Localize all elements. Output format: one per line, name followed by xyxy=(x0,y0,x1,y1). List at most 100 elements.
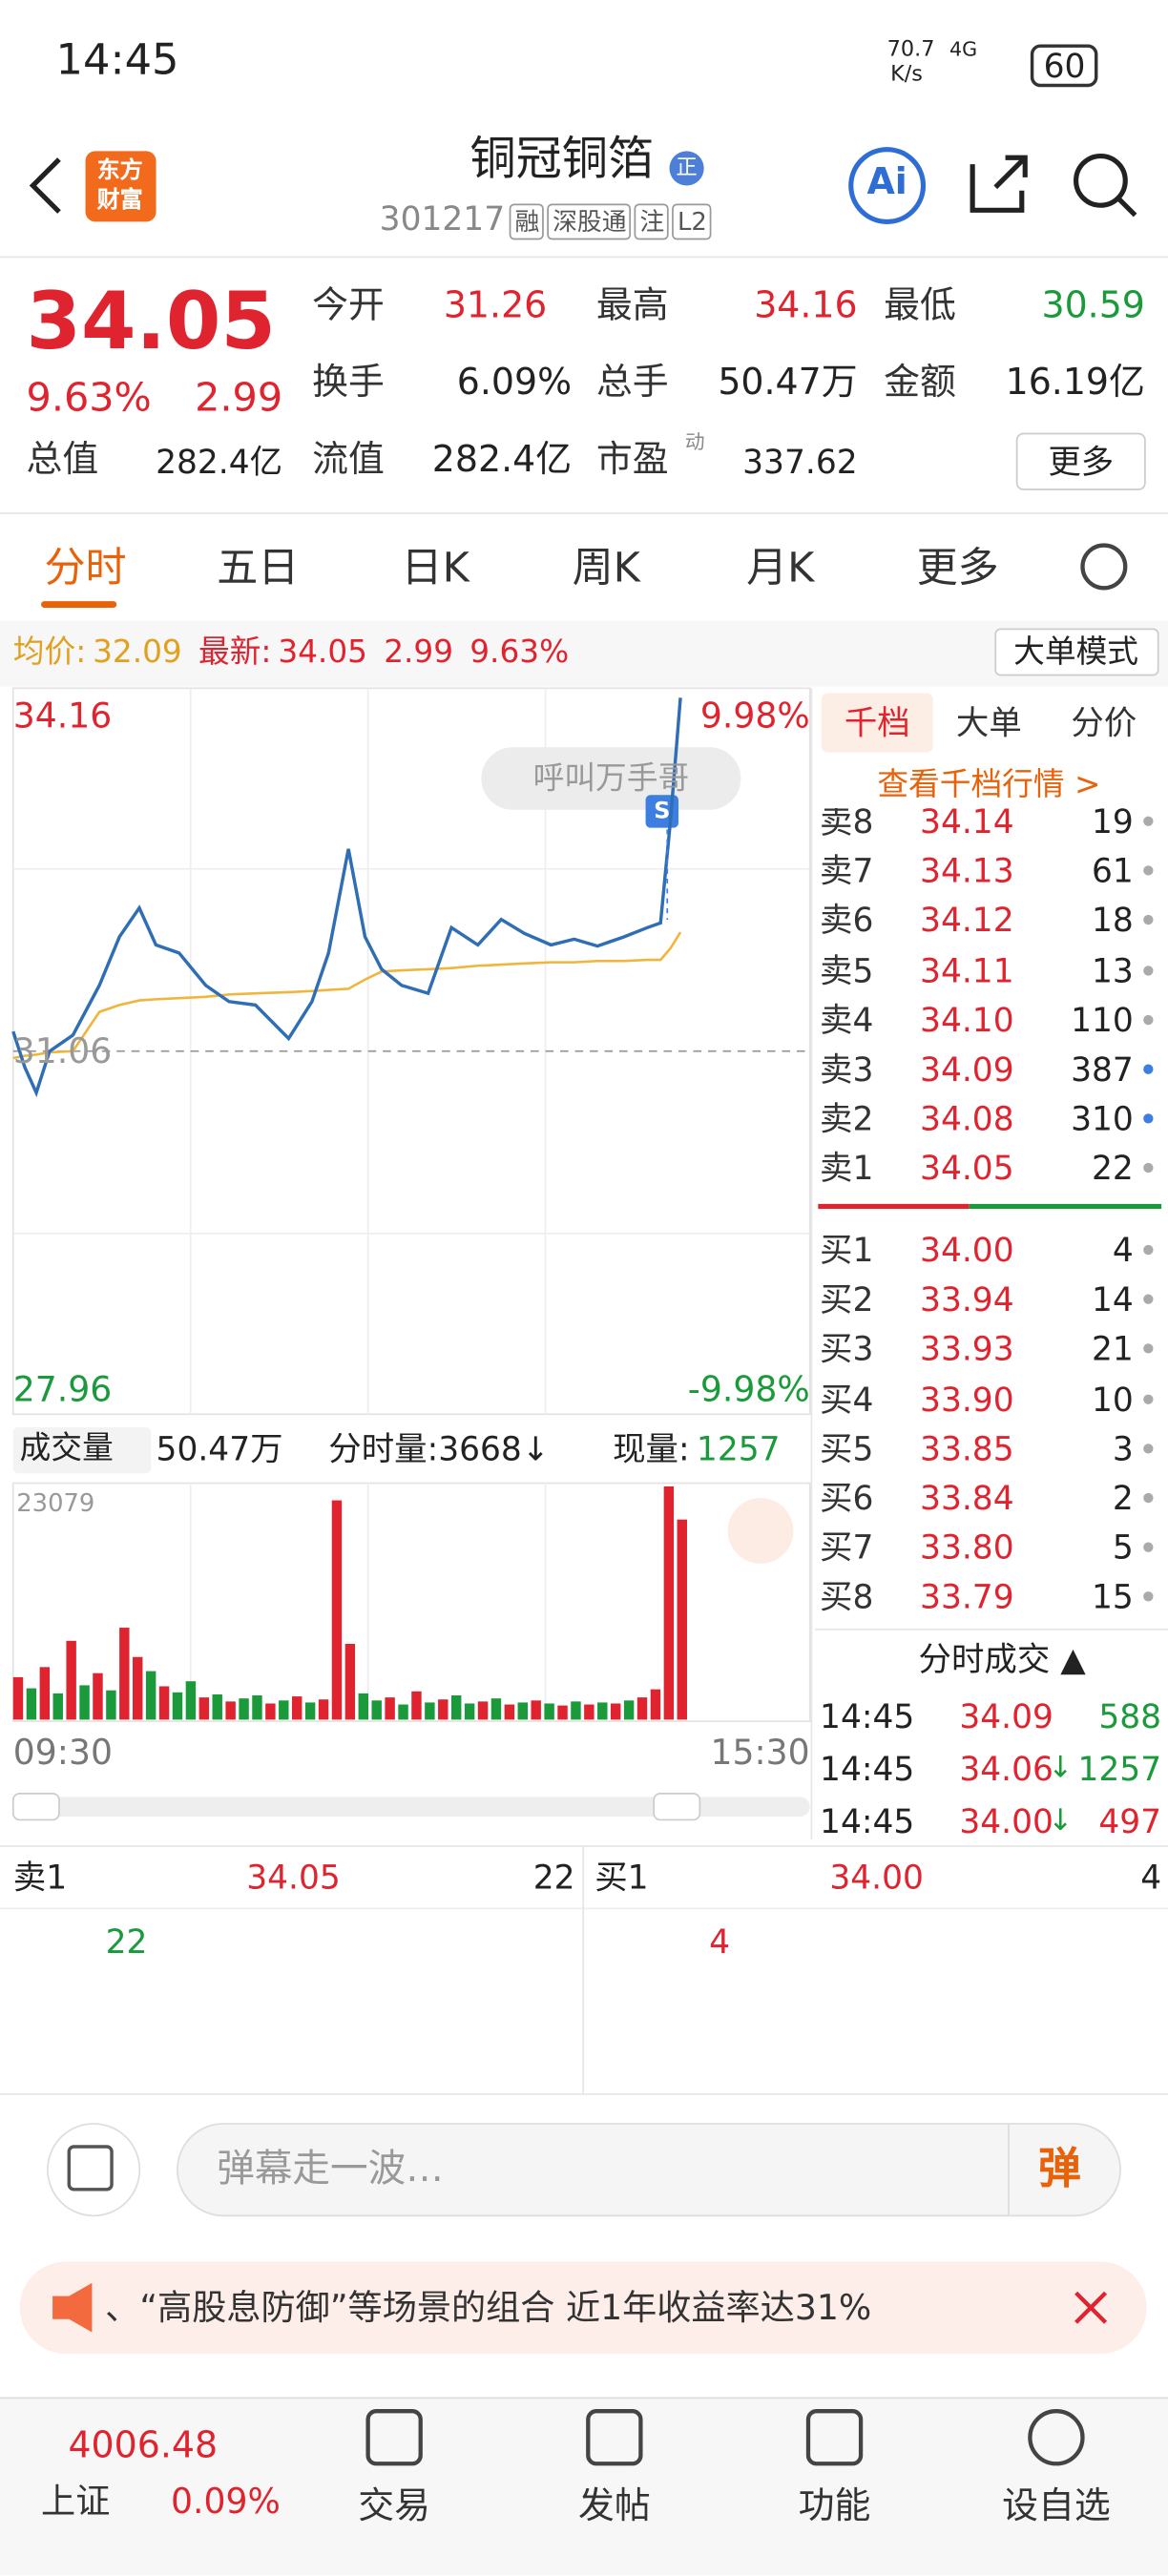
summary-detail: 22 xyxy=(105,1922,148,1962)
volume-bar xyxy=(504,1704,515,1720)
field-label: 总手 xyxy=(595,363,669,405)
field-value: 282.4亿 xyxy=(431,440,573,482)
book-dot xyxy=(1143,965,1154,975)
book-price: 33.79 xyxy=(920,1577,1014,1617)
more-button[interactable]: 更多 xyxy=(1048,442,1115,482)
current-label: 现量: xyxy=(613,1428,690,1469)
back-icon[interactable] xyxy=(29,157,61,214)
mode-button[interactable] xyxy=(994,628,1159,676)
comment-input[interactable] xyxy=(177,2123,1121,2217)
nav-item[interactable]: 发帖 xyxy=(577,2486,651,2528)
volume-bar xyxy=(438,1699,448,1720)
settings-icon[interactable] xyxy=(1080,543,1128,591)
close-icon[interactable] xyxy=(1074,2291,1108,2324)
book-dot xyxy=(1143,1542,1154,1553)
book-tab[interactable]: 大单 xyxy=(955,702,1022,743)
banner[interactable] xyxy=(19,2261,1147,2354)
nav-item[interactable]: 设自选 xyxy=(1002,2486,1111,2528)
ai-label[interactable]: Ai xyxy=(866,162,907,204)
volume-bar xyxy=(172,1692,183,1720)
index-value[interactable]: 4006.48 xyxy=(68,2425,219,2467)
volume-total: 50.47万 xyxy=(156,1428,283,1469)
trades-title[interactable]: 分时成交 ▲ xyxy=(918,1639,1086,1679)
book-dot xyxy=(1143,1492,1154,1504)
book-label: 卖5 xyxy=(820,950,874,990)
title-badge: 正 xyxy=(669,150,704,185)
field-value: 30.59 xyxy=(1041,285,1145,327)
price: 34.05 xyxy=(26,276,276,368)
search-icon[interactable] xyxy=(1074,153,1128,208)
book-price: 34.00 xyxy=(920,1230,1014,1270)
y-tick-label: 31.06 xyxy=(12,1030,113,1070)
field-label: 今开 xyxy=(312,285,385,327)
book-price: 33.85 xyxy=(920,1428,1014,1468)
tab[interactable]: 更多 xyxy=(916,542,999,591)
trade-time: 14:45 xyxy=(820,1696,915,1736)
more-button[interactable] xyxy=(1015,432,1146,490)
field-label: 最低 xyxy=(884,285,956,327)
book-link[interactable]: 查看千档行情 > xyxy=(877,766,1101,802)
nav-item[interactable]: 功能 xyxy=(798,2486,871,2528)
book-label: 买5 xyxy=(820,1428,874,1468)
book-price: 34.11 xyxy=(920,950,1014,990)
book-dot xyxy=(1143,1393,1154,1404)
tab[interactable]: 日K xyxy=(401,542,469,591)
y-tick-label: 34.16 xyxy=(12,696,113,736)
share-icon[interactable] xyxy=(970,155,1028,213)
book-volume: 21 xyxy=(1092,1329,1134,1369)
book-label: 买3 xyxy=(820,1329,874,1369)
tab[interactable]: 五日 xyxy=(217,542,300,591)
volume-bar xyxy=(331,1500,343,1720)
volume-bar xyxy=(371,1700,382,1720)
comment-icon[interactable] xyxy=(47,2123,141,2217)
tab[interactable]: 分时 xyxy=(44,542,127,591)
expand-icon[interactable] xyxy=(727,1498,794,1564)
scroll-handle[interactable] xyxy=(653,1793,701,1821)
battery: 60 xyxy=(1030,44,1099,88)
book-dot xyxy=(1143,1443,1154,1454)
field-label: 市盈 xyxy=(595,440,669,482)
field-label: 金额 xyxy=(884,363,956,405)
volume-bar xyxy=(385,1697,395,1720)
volume-bar xyxy=(26,1688,37,1720)
divider xyxy=(0,256,1168,259)
volume-bar xyxy=(225,1701,236,1720)
comment-placeholder[interactable]: 弹幕走一波… xyxy=(217,2147,444,2191)
field-label: 最高 xyxy=(595,285,669,327)
volume-tick-label: 23079 xyxy=(16,1486,95,1517)
book-tab[interactable]: 分价 xyxy=(1071,702,1137,743)
bubble-text[interactable]: 呼叫万手哥 xyxy=(532,759,690,797)
volume-bar xyxy=(12,1676,24,1720)
trade-volume: 588 xyxy=(1098,1696,1162,1736)
tab[interactable]: 月K xyxy=(746,542,815,591)
volume-bar xyxy=(292,1696,302,1720)
mode-button[interactable]: 大单模式 xyxy=(1013,633,1139,670)
nav-icon xyxy=(805,2409,864,2466)
book-price: 34.10 xyxy=(920,1000,1014,1040)
stock-tag: 融 xyxy=(510,203,545,240)
scroll-handle[interactable] xyxy=(11,1793,60,1821)
book-dot xyxy=(1143,1591,1154,1603)
book-label: 卖3 xyxy=(820,1049,874,1090)
info-bar: 均价: 32.09 最新: 34.05 2.99 9.63% xyxy=(13,635,586,668)
book-volume: 2 xyxy=(1112,1478,1134,1518)
book-price: 34.12 xyxy=(920,901,1014,941)
minute-volume: 分时量:3668↓ xyxy=(328,1428,550,1469)
volume-select[interactable]: 成交量 xyxy=(19,1429,114,1466)
nav-item[interactable]: 交易 xyxy=(358,2486,431,2528)
index-pct: 0.09% xyxy=(171,2481,281,2521)
book-label: 卖8 xyxy=(820,807,874,841)
ai-icon[interactable] xyxy=(848,147,927,224)
comment-button[interactable]: 弹 xyxy=(1037,2145,1081,2194)
pe-type: 动 xyxy=(684,430,705,454)
sell-bar xyxy=(818,1203,970,1210)
nav-icon xyxy=(365,2409,423,2466)
banner-text[interactable]: 、“高股息防御”等场景的组合 近1年收益率达31% xyxy=(105,2287,872,2327)
search-icon xyxy=(1116,197,1137,218)
volume-bar xyxy=(450,1695,462,1720)
book-tab[interactable]: 千档 xyxy=(844,702,910,743)
tab[interactable]: 周K xyxy=(572,542,640,591)
volume-select[interactable] xyxy=(12,1427,152,1474)
book-volume: 22 xyxy=(1092,1149,1134,1189)
volume-bar xyxy=(158,1686,170,1720)
